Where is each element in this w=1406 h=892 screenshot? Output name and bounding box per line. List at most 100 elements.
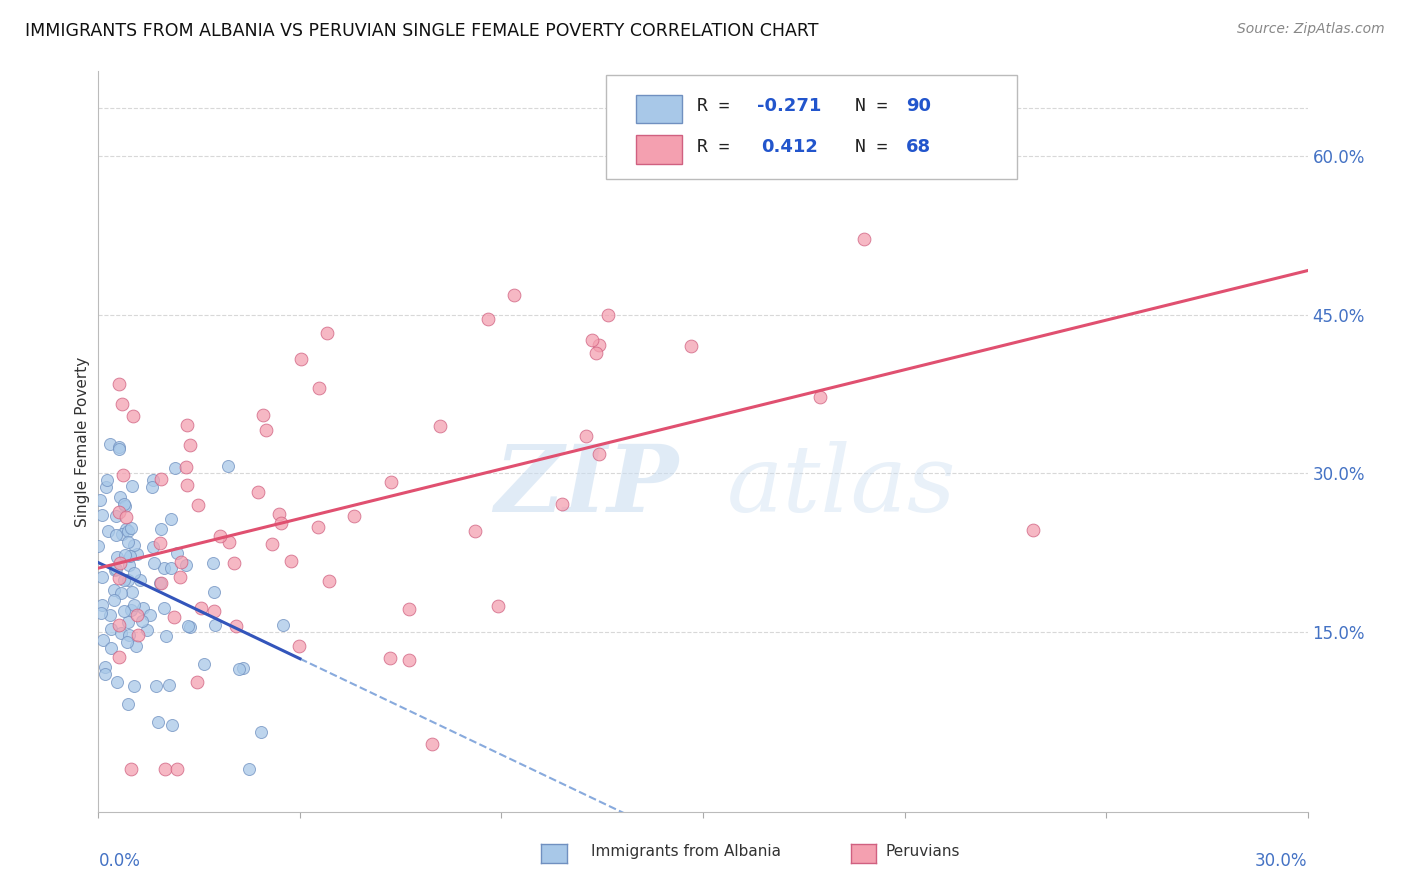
Text: Source: ZipAtlas.com: Source: ZipAtlas.com <box>1237 22 1385 37</box>
Point <box>110 397 132 411</box>
Point <box>118 549 141 563</box>
Point <box>87 539 110 553</box>
Point <box>217 458 239 473</box>
Point <box>107 618 129 632</box>
Point <box>115 635 138 649</box>
Point <box>380 475 402 489</box>
Point <box>429 419 451 434</box>
Point <box>378 651 401 665</box>
Point <box>222 556 245 570</box>
Point <box>110 586 132 600</box>
Point <box>125 547 148 561</box>
Point <box>202 604 225 618</box>
Point <box>464 524 486 538</box>
Point <box>186 675 208 690</box>
Point <box>105 674 128 689</box>
Point <box>122 679 145 693</box>
Point <box>90 508 112 522</box>
Point <box>114 499 136 513</box>
Text: N =: N = <box>855 97 898 115</box>
Point <box>117 535 139 549</box>
Point <box>149 535 172 549</box>
Point <box>94 667 117 681</box>
Point <box>112 497 135 511</box>
Point <box>114 548 136 562</box>
Point <box>91 633 114 648</box>
Point <box>238 763 260 777</box>
Point <box>125 607 148 622</box>
Text: Peruvians: Peruvians <box>886 845 960 859</box>
Point <box>103 592 125 607</box>
Text: Immigrants from Albania: Immigrants from Albania <box>591 845 780 859</box>
Point <box>247 484 270 499</box>
Point <box>127 627 149 641</box>
Point <box>488 599 510 614</box>
Point <box>121 478 143 492</box>
Point <box>107 650 129 665</box>
Point <box>260 537 283 551</box>
Point <box>176 418 198 433</box>
Point <box>160 512 183 526</box>
Text: R =: R = <box>697 97 741 115</box>
Point <box>108 440 131 454</box>
Text: 68: 68 <box>905 138 931 156</box>
Text: 0.0%: 0.0% <box>98 853 141 871</box>
Point <box>112 604 135 618</box>
Point <box>122 538 145 552</box>
Point <box>120 521 142 535</box>
Point <box>316 326 339 340</box>
Point <box>89 492 111 507</box>
Point <box>551 497 574 511</box>
Point <box>225 619 247 633</box>
Point <box>121 585 143 599</box>
Point <box>160 718 183 732</box>
Point <box>114 510 136 524</box>
Point <box>107 571 129 585</box>
Point <box>145 679 167 693</box>
Point <box>125 639 148 653</box>
Point <box>1021 523 1043 537</box>
Point <box>218 534 240 549</box>
Point <box>104 508 127 523</box>
Point <box>252 408 274 422</box>
Point <box>117 697 139 711</box>
Point <box>153 601 176 615</box>
Point <box>98 437 121 451</box>
Point <box>142 473 165 487</box>
Point <box>159 561 181 575</box>
Point <box>585 346 607 360</box>
Point <box>193 657 215 672</box>
Point <box>166 763 188 777</box>
Point <box>176 619 198 633</box>
Point <box>91 570 114 584</box>
Point <box>107 505 129 519</box>
Point <box>150 576 173 591</box>
FancyBboxPatch shape <box>606 75 1018 178</box>
Point <box>179 620 201 634</box>
Point <box>115 522 138 536</box>
Point <box>132 601 155 615</box>
Point <box>96 473 118 487</box>
Point <box>97 524 120 539</box>
Point <box>179 437 201 451</box>
Point <box>165 460 187 475</box>
Point <box>204 585 226 599</box>
Point <box>143 556 166 570</box>
Point <box>249 724 271 739</box>
Point <box>232 661 254 675</box>
Point <box>204 618 226 632</box>
Point <box>100 640 122 655</box>
Text: 0.412: 0.412 <box>761 138 818 156</box>
Point <box>581 334 603 348</box>
Point <box>108 557 131 571</box>
Point <box>169 570 191 584</box>
Point <box>808 390 831 404</box>
Point <box>157 678 180 692</box>
Point <box>124 566 146 580</box>
Point <box>153 763 176 777</box>
Point <box>120 603 142 617</box>
Point <box>853 232 876 246</box>
Point <box>271 618 294 632</box>
Point <box>398 653 420 667</box>
Point <box>91 598 114 612</box>
